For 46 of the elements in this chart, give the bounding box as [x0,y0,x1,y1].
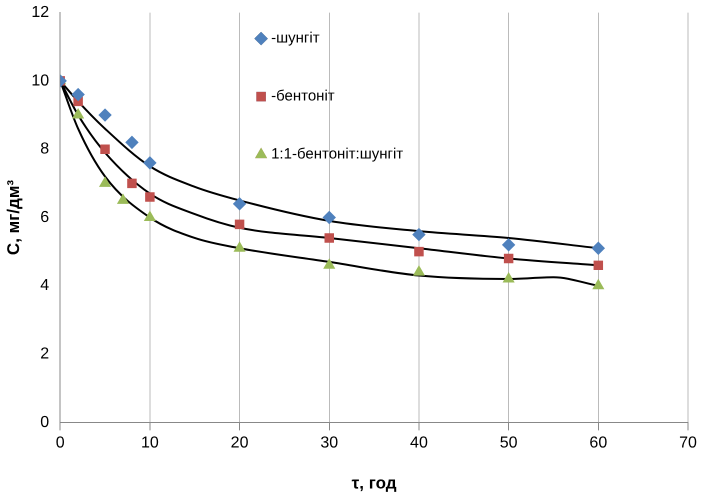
point [502,272,514,282]
point [98,108,112,122]
x-tick-label: 70 [679,434,697,452]
point [322,211,336,224]
point [502,238,516,252]
legend-label: -бентоніт [271,88,335,105]
y-tick-label: 8 [40,140,50,158]
x-tick-label: 50 [500,434,518,452]
point [99,176,111,187]
y-tick-label: 0 [40,414,50,431]
x-tick-label: 10 [140,434,159,452]
point [234,242,246,252]
point [324,233,334,243]
legend-label: -шунгіт [271,30,320,47]
y-tick-label: 10 [31,72,50,90]
point [504,254,514,264]
point [100,144,110,154]
point [144,211,156,221]
x-tick-label: 0 [56,434,65,452]
point [413,266,425,276]
x-axis-title: τ, год [352,473,397,492]
point [72,88,85,102]
y-tick-label: 2 [40,346,50,363]
point [145,192,155,202]
x-tick-label: 20 [230,434,249,452]
point [127,178,137,188]
x-tick-label: 60 [589,434,608,452]
point [143,156,156,170]
point [125,136,138,149]
point [233,197,246,210]
point [324,258,335,269]
x-tick-label: 40 [410,434,428,452]
y-axis-title: C, мг/дм³ [4,180,23,256]
y-tick-label: 6 [40,208,50,226]
point [117,194,129,204]
point [72,108,84,119]
y-tick-label: 12 [31,4,50,22]
x-tick-label: 30 [320,434,338,452]
point [592,242,605,255]
point [592,279,604,290]
point [234,220,244,230]
point [594,260,604,270]
y-tick-label: 4 [40,277,50,294]
point [412,228,426,242]
point [414,246,424,256]
legend-label: 1:1-бентоніт:шунгіт [271,146,404,163]
